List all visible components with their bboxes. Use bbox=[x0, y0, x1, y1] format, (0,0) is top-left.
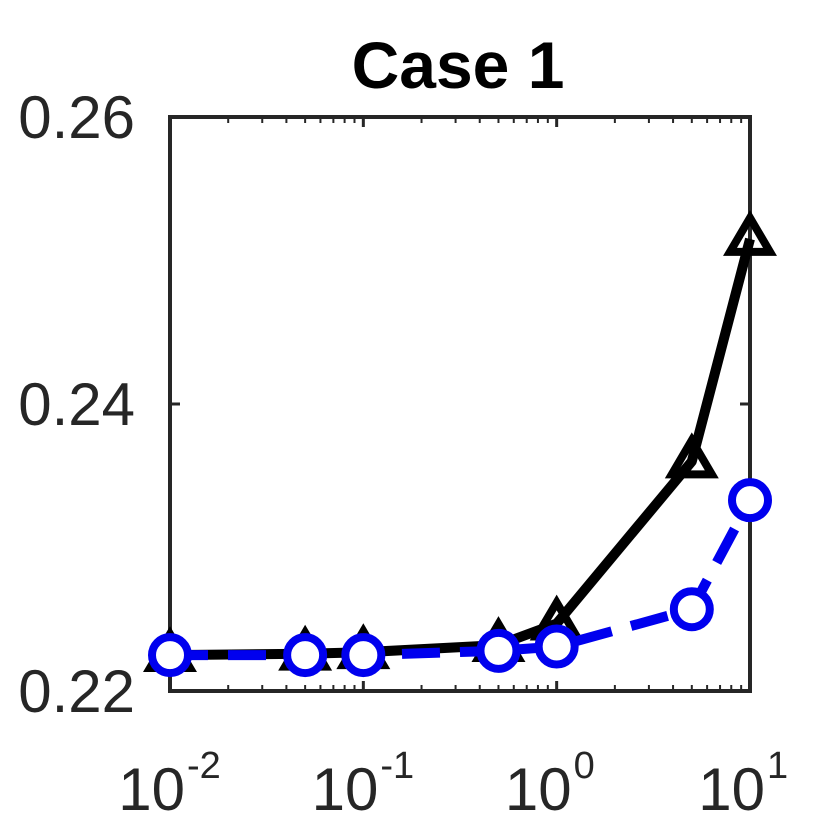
triangle-marker bbox=[664, 432, 719, 479]
chart-title: Case 1 bbox=[352, 28, 565, 102]
x-tick-exponent: 1 bbox=[767, 745, 788, 787]
x-tick-exponent: 0 bbox=[574, 745, 595, 787]
y-tick-label: 0.26 bbox=[18, 84, 135, 151]
circle-marker bbox=[669, 587, 714, 632]
axes-frame bbox=[168, 115, 752, 693]
circle-marker bbox=[148, 633, 192, 678]
series-line-1 bbox=[169, 237, 755, 661]
x-tick-label: 10 bbox=[698, 756, 765, 823]
series-line-2 bbox=[170, 497, 755, 661]
circle-marker bbox=[283, 633, 328, 678]
y-tick-label: 0.24 bbox=[18, 371, 135, 438]
x-tick-exponent: -2 bbox=[187, 745, 221, 787]
x-tick-label: 10 bbox=[505, 756, 572, 823]
triangle-marker bbox=[723, 210, 777, 256]
y-tick-label: 0.22 bbox=[18, 658, 135, 725]
x-tick-label: 10 bbox=[312, 756, 379, 823]
circle-marker bbox=[728, 478, 772, 523]
circle-marker bbox=[534, 624, 579, 669]
x-tick-label: 10 bbox=[118, 756, 185, 823]
circle-marker bbox=[341, 633, 386, 678]
circle-marker bbox=[476, 628, 521, 673]
x-tick-exponent: -1 bbox=[380, 745, 414, 787]
